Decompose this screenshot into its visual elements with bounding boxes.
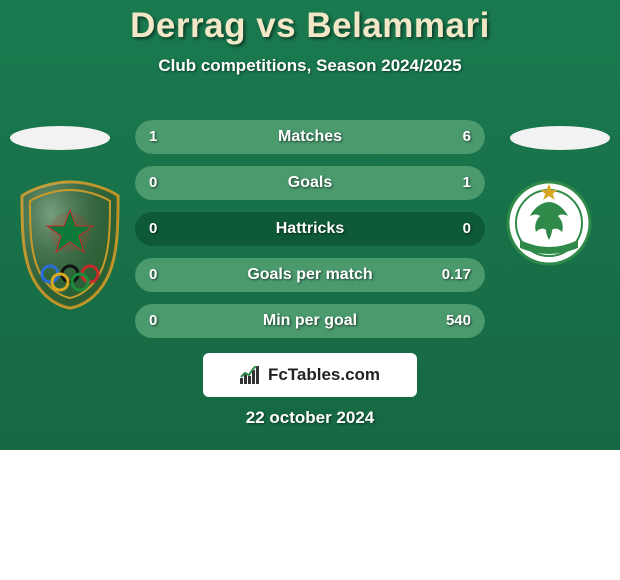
stat-row: 1 Matches 6 bbox=[135, 120, 485, 154]
stats-list: 1 Matches 6 0 Goals 1 0 Hattricks 0 0 Go… bbox=[135, 120, 485, 350]
brand-text: FcTables.com bbox=[268, 365, 380, 385]
date-text: 22 october 2024 bbox=[0, 408, 620, 428]
stat-value-right: 6 bbox=[449, 120, 485, 154]
stat-value-right: 1 bbox=[449, 166, 485, 200]
page-title: Derrag vs Belammari bbox=[0, 6, 620, 46]
player-photo-right-placeholder bbox=[510, 126, 610, 150]
stat-value-right: 540 bbox=[432, 304, 485, 338]
player-photo-left-placeholder bbox=[10, 126, 110, 150]
stat-row: 0 Min per goal 540 bbox=[135, 304, 485, 338]
stat-label: Goals bbox=[135, 166, 485, 200]
comparison-card: Derrag vs Belammari Club competitions, S… bbox=[0, 0, 620, 450]
stat-row: 0 Hattricks 0 bbox=[135, 212, 485, 246]
stat-row: 0 Goals 1 bbox=[135, 166, 485, 200]
stat-row: 0 Goals per match 0.17 bbox=[135, 258, 485, 292]
stat-label: Hattricks bbox=[135, 212, 485, 246]
club-crest-left bbox=[18, 180, 122, 310]
page-subtitle: Club competitions, Season 2024/2025 bbox=[0, 56, 620, 76]
stat-value-right: 0 bbox=[449, 212, 485, 246]
stat-value-right: 0.17 bbox=[428, 258, 485, 292]
stat-label: Matches bbox=[135, 120, 485, 154]
brand-badge[interactable]: FcTables.com bbox=[203, 353, 417, 397]
bar-chart-icon bbox=[240, 366, 262, 384]
club-crest-right bbox=[506, 180, 592, 266]
